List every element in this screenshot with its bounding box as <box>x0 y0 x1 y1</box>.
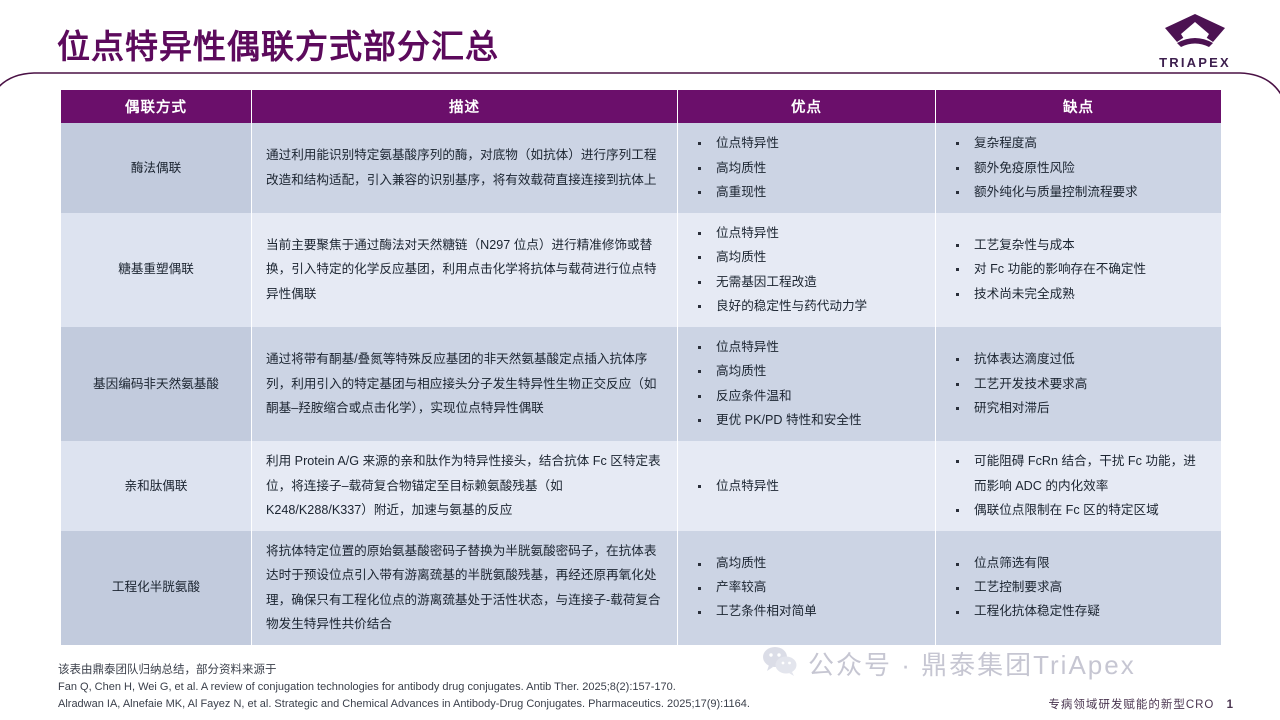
tagline-text: 专病领域研发赋能的新型CRO <box>1048 699 1215 711</box>
page-number: 1 <box>1226 699 1234 711</box>
brand-logo: TRIAPEX <box>1140 14 1250 70</box>
cell-cons: 工艺复杂性与成本 对 Fc 功能的影响存在不确定性 技术尚未完全成熟 <box>936 212 1221 327</box>
list-item: 工艺控制要求高 <box>950 576 1207 600</box>
list-item: 高重现性 <box>692 180 921 205</box>
list-item: 反应条件温和 <box>692 384 921 409</box>
table-row: 工程化半胱氨酸 将抗体特定位置的原始氨基酸密码子替换为半胱氨酸密码子，在抗体表达… <box>61 530 1221 645</box>
cell-method: 糖基重塑偶联 <box>61 212 251 327</box>
table-header-row: 偶联方式 描述 优点 缺点 <box>61 90 1221 123</box>
cell-cons: 可能阻碍 FcRn 结合，干扰 Fc 功能，进而影响 ADC 的内化效率 偶联位… <box>936 441 1221 531</box>
list-item: 工艺开发技术要求高 <box>950 372 1207 397</box>
list-item: 技术尚未完全成熟 <box>950 282 1207 307</box>
cons-list: 工艺复杂性与成本 对 Fc 功能的影响存在不确定性 技术尚未完全成熟 <box>950 233 1207 307</box>
cell-description: 通过将带有酮基/叠氮等特殊反应基团的非天然氨基酸定点插入抗体序列，利用引入的特定… <box>252 326 677 442</box>
column-header-cons: 缺点 <box>936 90 1221 123</box>
conjugation-summary-table: 偶联方式 描述 优点 缺点 酶法偶联 通过利用能识别特定氨基酸序列的酶，对底物（… <box>60 90 1222 645</box>
cell-method: 基因编码非天然氨基酸 <box>61 326 251 442</box>
pros-list: 位点特异性 高均质性 反应条件温和 更优 PK/PD 特性和安全性 <box>692 335 921 433</box>
list-item: 研究相对滞后 <box>950 396 1207 421</box>
table-row: 基因编码非天然氨基酸 通过将带有酮基/叠氮等特殊反应基团的非天然氨基酸定点插入抗… <box>61 326 1221 442</box>
list-item: 位点筛选有限 <box>950 552 1207 576</box>
pros-list: 位点特异性 高均质性 无需基因工程改造 良好的稳定性与药代动力学 <box>692 221 921 319</box>
list-item: 工艺条件相对简单 <box>692 600 921 624</box>
watermark-text: 公众号 · 鼎泰集团TriApex <box>808 650 1136 680</box>
cell-cons: 抗体表达滴度过低 工艺开发技术要求高 研究相对滞后 <box>936 326 1221 442</box>
cell-pros: 位点特异性 <box>678 441 935 531</box>
list-item: 额外纯化与质量控制流程要求 <box>950 180 1207 205</box>
cons-list: 可能阻碍 FcRn 结合，干扰 Fc 功能，进而影响 ADC 的内化效率 偶联位… <box>950 449 1207 523</box>
list-item: 高均质性 <box>692 245 921 270</box>
reference-2: Alradwan IA, Alnefaie MK, Al Fayez N, et… <box>58 698 750 711</box>
table-body: 酶法偶联 通过利用能识别特定氨基酸序列的酶，对底物（如抗体）进行序列工程改造和结… <box>61 123 1221 645</box>
column-header-description: 描述 <box>252 90 677 123</box>
list-item: 可能阻碍 FcRn 结合，干扰 Fc 功能，进而影响 ADC 的内化效率 <box>950 449 1207 498</box>
list-item: 对 Fc 功能的影响存在不确定性 <box>950 257 1207 282</box>
pros-list: 位点特异性 <box>692 474 921 499</box>
cell-method: 亲和肽偶联 <box>61 441 251 531</box>
cell-method: 工程化半胱氨酸 <box>61 530 251 645</box>
wechat-icon <box>762 646 798 681</box>
list-item: 位点特异性 <box>692 335 921 360</box>
footnotes: 该表由鼎泰团队归纳总结，部分资料来源于 Fan Q, Chen H, Wei G… <box>58 662 750 713</box>
table-row: 酶法偶联 通过利用能识别特定氨基酸序列的酶，对底物（如抗体）进行序列工程改造和结… <box>61 123 1221 213</box>
source-note: 该表由鼎泰团队归纳总结，部分资料来源于 <box>58 664 277 676</box>
list-item: 无需基因工程改造 <box>692 270 921 295</box>
list-item: 额外免疫原性风险 <box>950 156 1207 181</box>
list-item: 工程化抗体稳定性存疑 <box>950 600 1207 624</box>
pros-list: 位点特异性 高均质性 高重现性 <box>692 131 921 205</box>
pros-list: 高均质性 产率较高 工艺条件相对简单 <box>692 552 921 624</box>
list-item: 高均质性 <box>692 359 921 384</box>
cell-method: 酶法偶联 <box>61 123 251 213</box>
cons-list: 复杂程度高 额外免疫原性风险 额外纯化与质量控制流程要求 <box>950 131 1207 205</box>
column-header-method: 偶联方式 <box>61 90 251 123</box>
triapex-diamond-icon <box>1140 14 1250 53</box>
column-header-pros: 优点 <box>678 90 935 123</box>
page-title: 位点特异性偶联方式部分汇总 <box>57 28 499 65</box>
cell-description: 通过利用能识别特定氨基酸序列的酶，对底物（如抗体）进行序列工程改造和结构适配，引… <box>252 123 677 213</box>
cell-description: 当前主要聚焦于通过酶法对天然糖链（N297 位点）进行精准修饰或替换，引入特定的… <box>252 212 677 327</box>
cell-pros: 位点特异性 高均质性 反应条件温和 更优 PK/PD 特性和安全性 <box>678 326 935 442</box>
cons-list: 位点筛选有限 工艺控制要求高 工程化抗体稳定性存疑 <box>950 552 1207 624</box>
table-row: 亲和肽偶联 利用 Protein A/G 来源的亲和肽作为特异性接头，结合抗体 … <box>61 441 1221 531</box>
list-item: 产率较高 <box>692 576 921 600</box>
cell-pros: 高均质性 产率较高 工艺条件相对简单 <box>678 530 935 645</box>
list-item: 高均质性 <box>692 156 921 181</box>
cell-description: 利用 Protein A/G 来源的亲和肽作为特异性接头，结合抗体 Fc 区特定… <box>252 441 677 531</box>
list-item: 偶联位点限制在 Fc 区的特定区域 <box>950 498 1207 523</box>
list-item: 位点特异性 <box>692 474 921 499</box>
reference-1: Fan Q, Chen H, Wei G, et al. A review of… <box>58 681 676 694</box>
footer-tagline: 专病领域研发赋能的新型CRO 1 <box>1048 696 1234 712</box>
list-item: 抗体表达滴度过低 <box>950 347 1207 372</box>
list-item: 位点特异性 <box>692 221 921 246</box>
cell-cons: 位点筛选有限 工艺控制要求高 工程化抗体稳定性存疑 <box>936 530 1221 645</box>
list-item: 工艺复杂性与成本 <box>950 233 1207 258</box>
list-item: 复杂程度高 <box>950 131 1207 156</box>
cell-cons: 复杂程度高 额外免疫原性风险 额外纯化与质量控制流程要求 <box>936 123 1221 213</box>
list-item: 位点特异性 <box>692 131 921 156</box>
logo-wordmark: TRIAPEX <box>1159 55 1231 70</box>
list-item: 良好的稳定性与药代动力学 <box>692 294 921 319</box>
list-item: 高均质性 <box>692 552 921 576</box>
cell-description: 将抗体特定位置的原始氨基酸密码子替换为半胱氨酸密码子，在抗体表达时于预设位点引入… <box>252 530 677 645</box>
wechat-watermark: 公众号 · 鼎泰集团TriApex <box>762 645 1136 682</box>
cons-list: 抗体表达滴度过低 工艺开发技术要求高 研究相对滞后 <box>950 347 1207 421</box>
list-item: 更优 PK/PD 特性和安全性 <box>692 408 921 433</box>
cell-pros: 位点特异性 高均质性 高重现性 <box>678 123 935 213</box>
table-row: 糖基重塑偶联 当前主要聚焦于通过酶法对天然糖链（N297 位点）进行精准修饰或替… <box>61 212 1221 327</box>
summary-table-container: 偶联方式 描述 优点 缺点 酶法偶联 通过利用能识别特定氨基酸序列的酶，对底物（… <box>60 90 1222 645</box>
cell-pros: 位点特异性 高均质性 无需基因工程改造 良好的稳定性与药代动力学 <box>678 212 935 327</box>
